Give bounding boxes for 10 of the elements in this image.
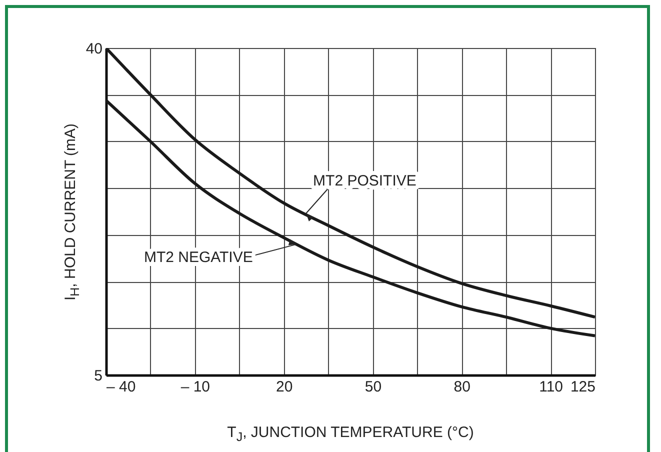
y-tick-label: 5 bbox=[94, 368, 102, 384]
y-tick-label: 40 bbox=[86, 40, 102, 58]
x-tick-label: 80 bbox=[454, 378, 470, 396]
x-tick-label: – 10 bbox=[180, 378, 210, 396]
x-axis-title: T$_{J}$, JUNCTION TEMPERATURE (°C) bbox=[226, 424, 475, 444]
x-tick-label: 20 bbox=[276, 378, 293, 396]
x-tick-label: 50 bbox=[364, 378, 382, 396]
x-tick-label: 110 bbox=[539, 378, 564, 396]
x-tick-label: 125 bbox=[570, 378, 596, 396]
x-tick-label: – 40 bbox=[106, 378, 136, 396]
